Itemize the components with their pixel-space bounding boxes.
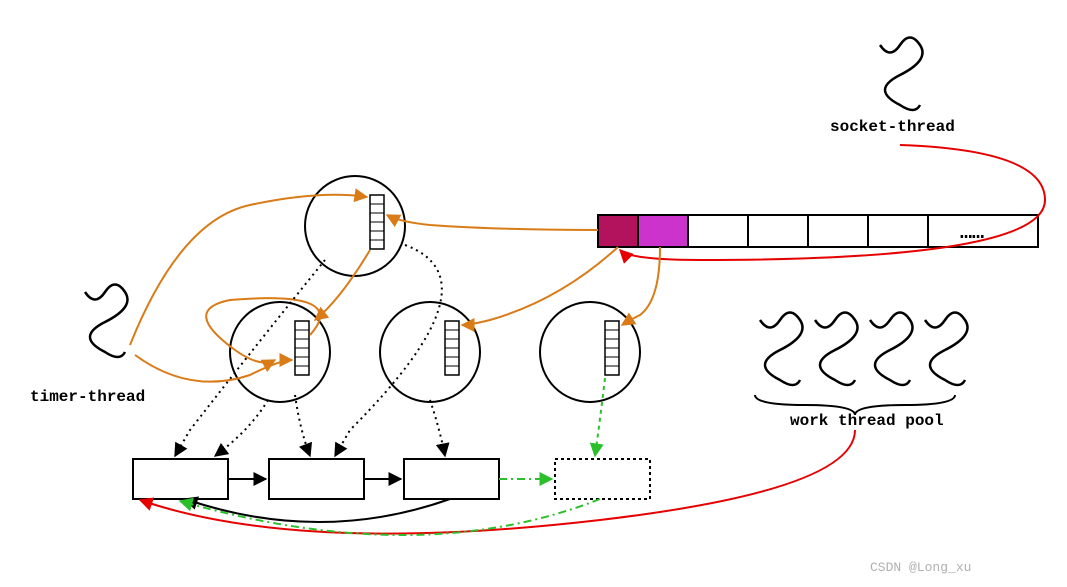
diagram-canvas: …… [0,0,1067,587]
task-box-3 [404,459,499,499]
squiggle-icon [85,285,128,358]
squiggle-icon [760,313,803,386]
squiggle-icon [925,313,968,386]
squiggle-icon [870,313,913,386]
task-box-2 [269,459,364,499]
squiggle-icon [815,313,858,386]
red-arrow [140,430,855,534]
node-circle-right [540,302,640,402]
socket-thread-label: socket-thread [830,118,955,136]
task-box-dashed [555,459,650,499]
watermark: CSDN @Long_xu [870,560,971,575]
squiggle-icon [880,38,923,111]
task-box-1 [133,459,228,499]
work-thread-pool-label: work thread pool [790,412,944,430]
node-circle-mid [380,302,480,402]
timer-thread-label: timer-thread [30,388,145,406]
node-circle-top [305,176,405,276]
